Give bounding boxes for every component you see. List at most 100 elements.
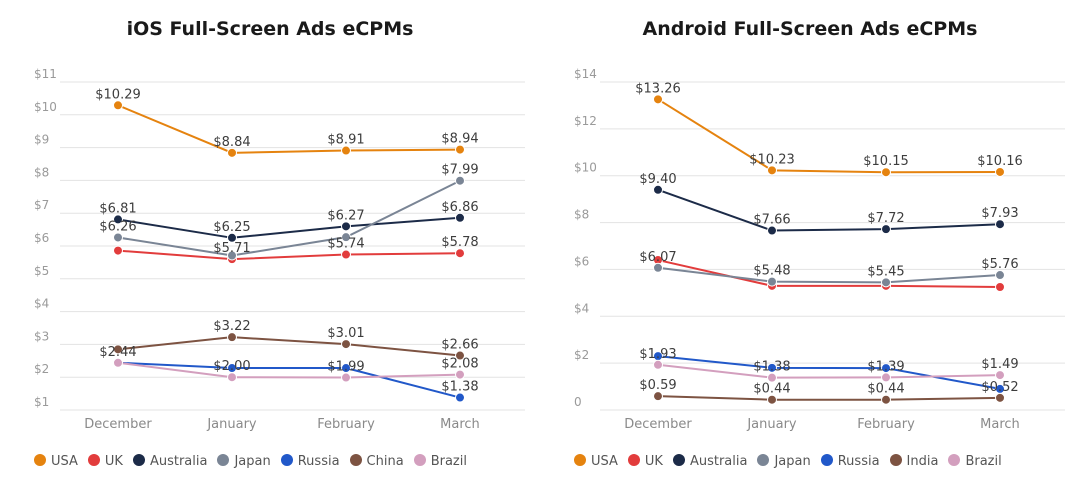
y-tick-label: $11 [34, 67, 57, 81]
data-label: $6.25 [213, 220, 250, 235]
legend-swatch [280, 454, 293, 466]
data-point [341, 372, 351, 383]
data-label: $0.44 [867, 382, 904, 397]
legend-item: Japan [217, 454, 271, 469]
y-tick-label: $2 [574, 348, 589, 362]
legend-item: UK [87, 454, 123, 469]
data-point [995, 282, 1005, 292]
series-line [657, 395, 1001, 401]
legend-swatch [889, 454, 902, 466]
data-point [455, 175, 465, 186]
y-tick-label: $3 [34, 329, 49, 343]
chart-title: Android Full-Screen Ads eCPMs [642, 18, 978, 40]
legend-item: USA [574, 454, 618, 469]
data-point [113, 214, 123, 225]
x-tick-label: December [624, 417, 692, 432]
data-point [653, 94, 663, 105]
legend-item: Australia [132, 454, 207, 469]
legend-label: Russia [297, 454, 340, 469]
data-point [227, 147, 237, 158]
y-tick-label: $4 [574, 301, 589, 315]
data-point [767, 276, 777, 287]
y-tick-label: $8 [34, 165, 49, 179]
data-point [341, 249, 351, 260]
data-label: $10.29 [95, 87, 141, 102]
legend-swatch [820, 454, 833, 466]
data-point [341, 339, 351, 350]
data-point [113, 357, 123, 368]
android-ecpm-line-chart: 0 $2 $4 $6 $8 $10 $12 $14 December January Februar… [574, 67, 1065, 432]
series-line [657, 98, 1001, 174]
legend-label: USA [591, 454, 618, 469]
data-point [227, 372, 237, 383]
series-line [657, 266, 1001, 284]
data-label: $6.26 [99, 219, 136, 234]
data-label: $1.49 [981, 357, 1018, 372]
chart-title: iOS Full-Screen Ads eCPMs [126, 18, 414, 40]
data-point [881, 394, 891, 405]
data-label: $0.44 [753, 382, 790, 397]
data-point [767, 362, 777, 373]
ios-chart-panel: iOS Full-Screen Ads eCPMs $1 $2 $3 $4 $5 $6 $7… [34, 18, 525, 469]
y-tick-label: $6 [574, 254, 589, 268]
y-tick-label: $2 [34, 362, 49, 376]
y-tick-label: $7 [34, 198, 49, 212]
data-point [341, 221, 351, 232]
series-line [117, 249, 461, 261]
data-label: $8.91 [327, 133, 364, 148]
legend-swatch [574, 454, 586, 466]
y-tick-label: $6 [34, 231, 49, 245]
series-line [117, 104, 461, 154]
legend-item: India [889, 454, 939, 469]
legend-item: UK [627, 454, 663, 469]
legend-item: Russia [280, 454, 340, 469]
data-point [455, 248, 465, 259]
data-label: $6.27 [327, 208, 364, 223]
y-tick-label: 0 [574, 395, 582, 409]
data-point [455, 369, 465, 380]
legend-label: Australia [689, 454, 748, 469]
data-label: $1.99 [327, 360, 364, 375]
data-point [881, 167, 891, 178]
legend-label: UK [104, 454, 123, 469]
legend-swatch [672, 454, 685, 466]
data-label: $6.07 [639, 250, 676, 265]
series-line [657, 188, 1001, 232]
data-label: $10.15 [863, 154, 909, 169]
legend-label: India [906, 454, 939, 469]
legend-label: Russia [837, 454, 880, 469]
data-label: $0.59 [639, 378, 676, 393]
y-tick-label: $4 [34, 297, 49, 311]
legend-label: UK [644, 454, 663, 469]
data-label: $5.74 [327, 237, 364, 252]
data-label: $1.39 [867, 359, 904, 374]
data-point [653, 262, 663, 273]
series-line [657, 259, 1001, 288]
chart-legend: USA UK Australia Japan Russia China Brazil [34, 454, 477, 469]
data-label: $5.71 [213, 241, 250, 256]
data-label: $3.22 [213, 319, 250, 334]
data-label: $2.66 [441, 338, 478, 353]
legend-swatch [349, 454, 362, 466]
data-label: $5.76 [981, 257, 1018, 272]
data-label: $3.01 [327, 326, 364, 341]
data-point [113, 100, 123, 111]
x-tick-label: December [84, 417, 152, 432]
data-point [113, 344, 123, 355]
series-line [657, 363, 1001, 379]
legend-label: China [366, 454, 404, 469]
data-point [653, 391, 663, 402]
data-point [995, 270, 1005, 281]
data-label: $7.93 [981, 206, 1018, 221]
series-line [117, 361, 461, 399]
legend-item: Japan [757, 454, 811, 469]
data-point [995, 370, 1005, 381]
data-point [113, 232, 123, 243]
data-label: $5.78 [441, 235, 478, 250]
legend-item: Russia [820, 454, 880, 469]
data-point [881, 224, 891, 235]
data-point [341, 145, 351, 156]
data-point [455, 350, 465, 361]
chart-legend: USA UK Australia Japan Russia India Brazil [574, 454, 1012, 469]
x-tick-label: February [857, 417, 915, 432]
